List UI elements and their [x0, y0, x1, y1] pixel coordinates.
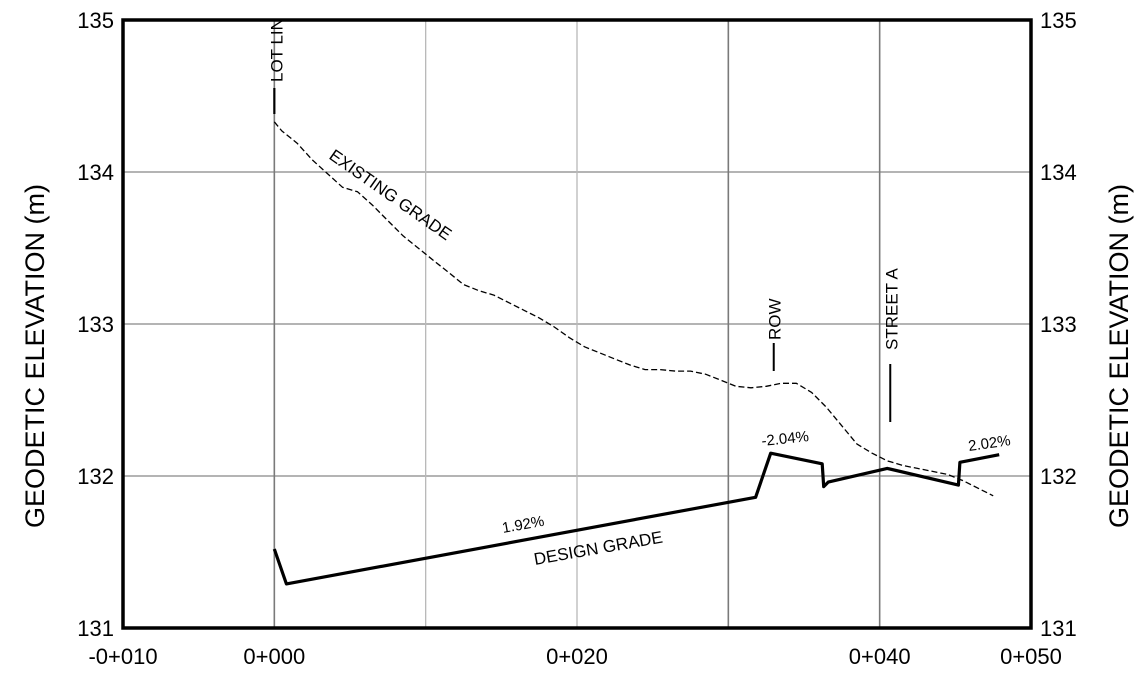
y-tick-label-left: 135 — [77, 8, 114, 33]
y-axis-title-right: GEODETIC ELEVATION (m) — [1104, 184, 1134, 528]
y-tick-label-right: 133 — [1040, 312, 1077, 337]
plot-frame — [121, 18, 1033, 630]
street-a-label: STREET A — [882, 267, 901, 350]
x-tick-label: 0+020 — [546, 644, 608, 669]
existing-grade-line — [273, 121, 994, 497]
y-tick-label-right: 131 — [1040, 616, 1077, 641]
x-tick-label: -0+010 — [88, 644, 157, 669]
series-layer — [272, 121, 1000, 586]
lot-line-label: LOT LIN — [267, 18, 286, 82]
row-label: ROW — [766, 298, 785, 340]
y-tick-label-left: 134 — [77, 160, 114, 185]
design-grade-line — [272, 451, 1000, 586]
x-tick-label: 0+050 — [1000, 644, 1062, 669]
x-tick-label: 0+000 — [243, 644, 305, 669]
y-tick-label-left: 131 — [77, 616, 114, 641]
frame-layer — [121, 18, 1033, 630]
tick-label-layer: 131 131 132 132 133 133 134 134 135 135 -0+010 0+00… — [77, 8, 1076, 669]
y-tick-label-right: 134 — [1040, 160, 1077, 185]
y-tick-label-right: 132 — [1040, 464, 1077, 489]
y-axis-title-left: GEODETIC ELEVATION (m) — [20, 184, 50, 528]
x-tick-label: 0+040 — [849, 644, 911, 669]
slope-label-neg-2-04: -2.04% — [761, 428, 810, 450]
y-tick-label-right: 135 — [1040, 8, 1077, 33]
y-tick-label-left: 133 — [77, 312, 114, 337]
grid-layer — [123, 20, 1031, 628]
y-tick-label-left: 132 — [77, 464, 114, 489]
slope-label-2-02: 2.02% — [967, 432, 1011, 455]
